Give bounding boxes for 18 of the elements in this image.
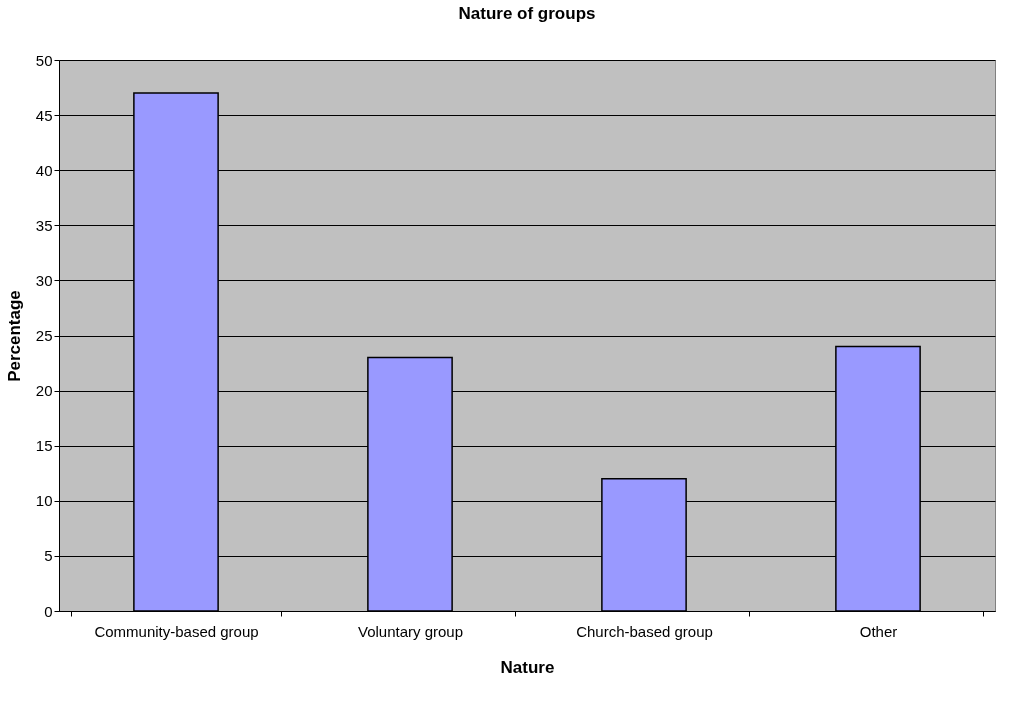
y-axis-title: Percentage (4, 290, 24, 382)
y-tick-label: 0 (44, 602, 53, 620)
x-tick-label: Voluntary group (357, 622, 464, 640)
y-tick-label: 40 (35, 161, 53, 179)
y-tick-label: 10 (35, 492, 53, 510)
chart-title: Nature of groups (458, 4, 596, 23)
y-tick-label: 15 (35, 437, 53, 455)
y-tick-label: 25 (35, 327, 53, 344)
y-tick-label: 30 (35, 271, 53, 289)
y-tick-label: 20 (35, 382, 53, 400)
x-axis-title: Nature (500, 657, 555, 677)
y-tick-label: 5 (44, 547, 53, 565)
y-tick-label: 45 (35, 106, 53, 124)
x-tick-label: Church-based group (576, 622, 713, 640)
y-tick-label: 35 (35, 216, 53, 234)
x-tick-label: Community-based group (94, 622, 259, 640)
x-tick-label: Other (859, 622, 898, 640)
y-tick-label: 50 (35, 51, 53, 69)
